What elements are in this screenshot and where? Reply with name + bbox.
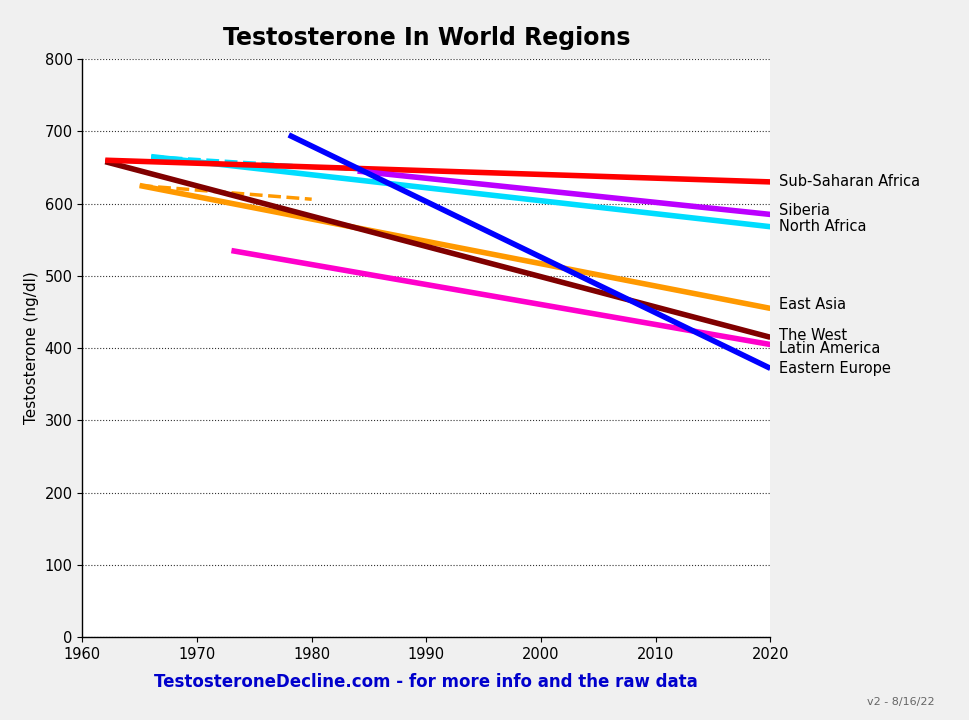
Text: Siberia: Siberia (779, 203, 829, 218)
X-axis label: TestosteroneDecline.com - for more info and the raw data: TestosteroneDecline.com - for more info … (154, 673, 699, 691)
Text: Latin America: Latin America (779, 341, 880, 356)
Title: Testosterone In World Regions: Testosterone In World Regions (223, 26, 630, 50)
Text: North Africa: North Africa (779, 219, 866, 234)
Text: East Asia: East Asia (779, 297, 846, 312)
Text: v2 - 8/16/22: v2 - 8/16/22 (867, 697, 935, 707)
Text: Eastern Europe: Eastern Europe (779, 361, 891, 376)
Text: The West: The West (779, 328, 847, 343)
Text: Sub-Saharan Africa: Sub-Saharan Africa (779, 174, 920, 189)
Y-axis label: Testosterone (ng/dl): Testosterone (ng/dl) (24, 271, 39, 425)
